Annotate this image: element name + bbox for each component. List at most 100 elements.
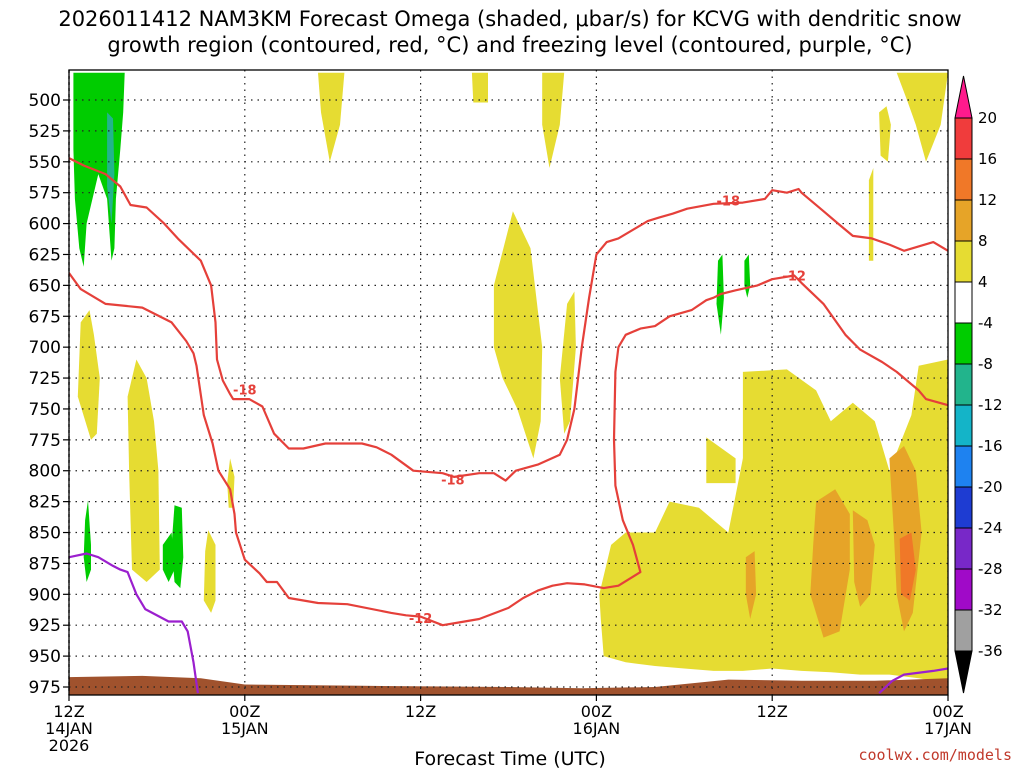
omega-shade-8 [559,291,576,434]
contour-label-1: -18 [441,474,465,489]
x-tick-label-3-0: 00Z [581,702,612,721]
y-tick-label-975: 975 [29,678,61,698]
omega-shade-0 [77,310,100,440]
colorbar-segment-2 [954,158,973,201]
colorbar-label-0: 20 [978,109,997,127]
colorbar-label-4: 4 [978,273,988,291]
colorbar-label-11: -28 [978,560,1003,578]
terrain-fill [69,675,948,695]
omega-shade-13 [879,106,891,162]
contour-freezing [69,552,199,694]
chart-title-line-2: growth region (contoured, red, °C) and f… [107,33,912,57]
contour--18 [69,157,948,482]
colorbar: 20 16 12 8 4 -4 -8 -12 -16 -20 -24 -28 -32 -36 [954,75,1003,694]
x-tick-label-3-1: 16JAN [573,719,621,738]
colorbar-segment-3 [954,199,973,242]
y-tick-label-500: 500 [29,91,61,111]
x-tick-label-5-1: 17JAN [924,719,972,738]
x-tick-label-1-1: 15JAN [221,719,269,738]
colorbar-label-7: -12 [978,396,1003,414]
omega-shade-23 [162,532,175,582]
omega-shade-11 [706,437,736,484]
x-tick-label-1-0: 00Z [229,702,260,721]
colorbar-segment-4 [954,240,973,283]
contour-freezing-right [878,667,948,695]
x-tick-label-0-2: 2026 [49,736,90,755]
colorbar-segment-7 [954,363,973,406]
colorbar-label-10: -24 [978,519,1003,537]
y-tick-label-775: 775 [29,431,61,451]
colorbar-segment-9 [954,445,973,488]
y-tick-label-600: 600 [29,215,61,235]
y-tick-label-900: 900 [29,585,61,605]
omega-shade-5 [471,72,488,103]
y-tick-label-850: 850 [29,524,61,544]
y-tick-label-675: 675 [29,307,61,327]
contour-label-0: -18 [233,383,257,398]
colorbar-label-3: 8 [978,232,988,250]
plot-content: -18 -18 -18 -12 -12 [69,70,948,695]
colorbar-label-13: -36 [978,642,1003,660]
colorbar-segment-13 [954,609,973,652]
omega-shade-26 [107,112,115,224]
omega-shade-25 [744,254,751,298]
y-tick-label-950: 950 [29,647,61,667]
colorbar-label-9: -20 [978,478,1003,496]
y-tick-label-700: 700 [29,338,61,358]
colorbar-segment-10 [954,486,973,529]
contour-label-4: -12 [782,270,806,285]
colorbar-label-5: -4 [978,314,993,332]
colorbar-segment-1 [954,117,973,160]
colorbar-label-6: -8 [978,355,993,373]
y-tick-label-625: 625 [29,245,61,265]
colorbar-top-arrow [954,75,973,119]
omega-shade-14 [868,168,874,261]
colorbar-label-8: -16 [978,437,1003,455]
x-tick-label-5-0: 00Z [932,702,963,721]
omega-shade-19 [899,532,916,601]
x-tick-label-4-0: 12Z [757,702,788,721]
colorbar-segment-12 [954,568,973,611]
colorbar-label-12: -32 [978,601,1003,619]
colorbar-bottom-arrow [954,650,973,694]
axes: 500 525 550 575 600 625 650 675 700 725 750 775 800 8… [29,69,972,755]
colorbar-segment-5 [954,281,973,324]
omega-shade-4 [318,72,345,162]
y-tick-label-800: 800 [29,462,61,482]
y-tick-label-525: 525 [29,122,61,142]
omega-shade-20 [73,72,125,267]
y-tick-label-550: 550 [29,153,61,173]
y-tick-label-650: 650 [29,276,61,296]
chart-title-line-1: 2026011412 NAM3KM Forecast Omega (shaded… [58,7,961,31]
contour-label-2: -18 [717,194,741,209]
omega-shade-3 [203,530,216,613]
x-tick-label-0-1: 14JAN [45,719,93,738]
plot-area: -18 -18 -18 -12 -12 [69,70,948,695]
omega-shade-18 [745,551,757,619]
y-tick-label-875: 875 [29,554,61,574]
y-tick-label-725: 725 [29,369,61,389]
x-tick-label-0-0: 12Z [53,702,84,721]
omega-shade-15 [852,510,875,607]
omega-shade-1 [127,359,160,582]
omega-shade-2 [227,458,235,508]
y-tick-label-750: 750 [29,400,61,420]
y-tick-label-575: 575 [29,184,61,204]
omega-shade-6 [542,72,565,168]
contour-label-3: -12 [409,612,433,627]
credit-text: coolwx.com/models [858,746,1012,764]
colorbar-label-2: 12 [978,191,997,209]
colorbar-segment-6 [954,322,973,365]
y-tick-label-825: 825 [29,493,61,513]
omega-shade-22 [171,505,184,589]
contour--12 [69,272,948,627]
omega-shade-21 [83,500,91,582]
y-tick-label-925: 925 [29,616,61,636]
colorbar-segment-11 [954,527,973,570]
omega-shade-12 [896,72,948,162]
x-axis-label: Forecast Time (UTC) [414,748,605,768]
omega-shade-7 [493,211,543,459]
colorbar-label-1: 16 [978,150,997,168]
colorbar-segment-8 [954,404,973,447]
